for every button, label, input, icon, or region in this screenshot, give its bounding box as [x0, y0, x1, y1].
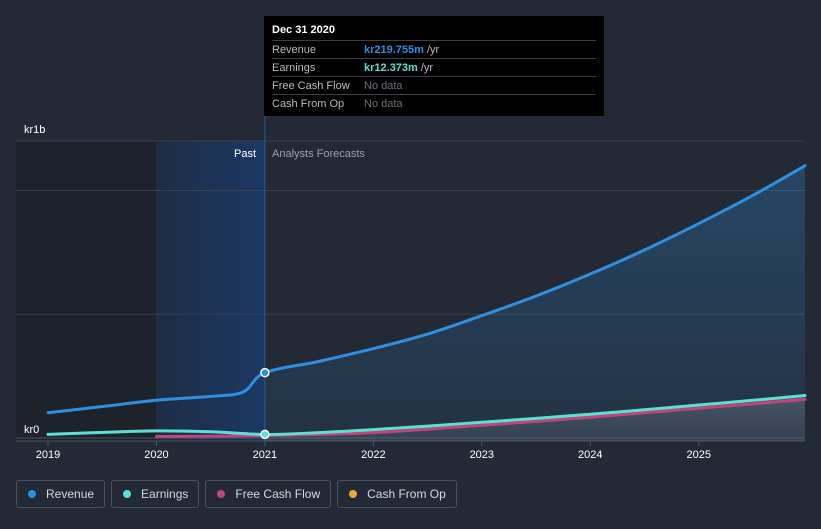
marker-earnings: [260, 429, 270, 440]
legend-dot-icon: [349, 490, 358, 498]
x-tick-label: 2019: [36, 449, 60, 461]
tooltip-row-free-cash-flow: Free Cash Flow No data: [272, 76, 596, 94]
x-tick-label: 2020: [144, 449, 168, 461]
x-tick-label: 2025: [686, 449, 710, 461]
past-label: Past: [234, 148, 256, 160]
x-tick-label: 2024: [578, 449, 602, 461]
tooltip-value: No data: [364, 79, 403, 92]
legend-item-earnings[interactable]: Earnings: [111, 480, 200, 508]
series-line-revenue: [46, 164, 807, 415]
dark-left-band: [16, 141, 156, 441]
tooltip-label: Cash From Op: [272, 97, 345, 110]
x-tick-label: 2022: [361, 449, 385, 461]
hover-markers: [260, 367, 270, 440]
tooltip-label: Earnings: [272, 61, 316, 74]
x-tick-label: 2023: [470, 449, 494, 461]
tooltip-row-cash-from-op: Cash From Op No data: [272, 94, 596, 112]
marker-revenue: [260, 367, 270, 378]
tooltip-unit: /yr: [420, 61, 434, 74]
tooltip-date: Dec 31 2020: [272, 24, 335, 36]
tooltip-value: kr219.755m: [364, 43, 424, 56]
tooltip-label: Revenue: [272, 43, 317, 56]
forecast-label: Analysts Forecasts: [272, 148, 365, 160]
tooltip-row-earnings: Earnings kr12.373m /yr: [272, 58, 596, 76]
tooltip-value: No data: [364, 97, 403, 110]
legend-dot-icon: [123, 490, 132, 498]
legend-label: Free Cash Flow: [235, 487, 321, 501]
legend-item-free-cash-flow[interactable]: Free Cash Flow: [205, 480, 332, 508]
legend-label: Revenue: [46, 487, 95, 501]
x-tick-label: 2021: [253, 449, 277, 461]
y-tick-top: kr1b: [24, 124, 45, 136]
tooltip-unit: /yr: [426, 43, 440, 56]
legend-dot-icon: [217, 490, 226, 498]
revenue-area: [264, 165, 805, 441]
y-tick-bottom: kr0: [24, 424, 39, 436]
legend-dot-icon: [28, 490, 36, 498]
legend-item-revenue[interactable]: Revenue: [16, 480, 106, 508]
series-line-earnings: [46, 394, 807, 436]
tooltip-value: kr12.373m: [364, 61, 418, 74]
legend-item-cash-from-op[interactable]: Cash From Op: [337, 480, 457, 508]
legend: Revenue Earnings Free Cash Flow Cash Fro…: [16, 480, 457, 508]
legend-label: Earnings: [141, 487, 189, 501]
legend-label: Cash From Op: [367, 487, 446, 501]
x-axis-ticks: 2019 2020 2021 2022 2023 2024 2025: [36, 441, 711, 461]
tooltip: Dec 31 2020 Revenue kr219.755m /yr Earni…: [264, 16, 604, 116]
tooltip-row-revenue: Revenue kr219.755m /yr: [272, 40, 596, 58]
tooltip-label: Free Cash Flow: [272, 79, 350, 92]
